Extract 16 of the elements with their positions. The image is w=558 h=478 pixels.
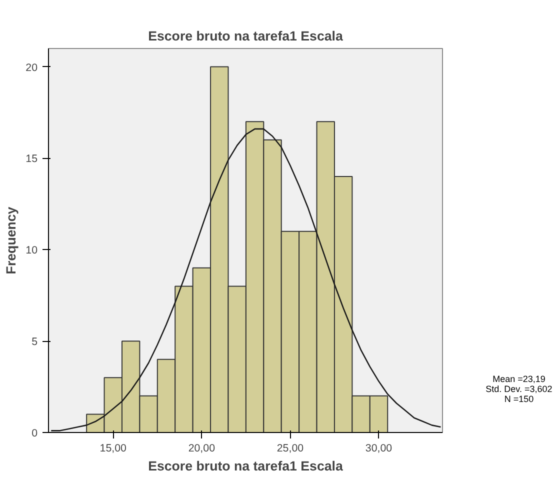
y-axis-title: Frequency xyxy=(4,206,19,274)
text: Std. Dev. =3,602 xyxy=(486,384,552,394)
x-tick-label: 25,00 xyxy=(276,442,304,454)
y-tick-label: 15 xyxy=(26,153,38,166)
text: Mean =23,19 xyxy=(492,374,546,384)
x-tick-label: 15,00 xyxy=(100,442,127,454)
x-tick-label: 20,00 xyxy=(188,442,216,454)
y-tick-label: 0 xyxy=(32,428,38,440)
x-tick-label: 30,00 xyxy=(365,442,392,454)
y-tick-label: 10 xyxy=(26,244,38,257)
text: N =150 xyxy=(504,394,534,404)
chart-title: Escore bruto na tarefa1 Escala xyxy=(148,28,344,44)
line-series xyxy=(50,128,442,432)
x-axis-title: Escore bruto na tarefa1 Escala xyxy=(148,458,344,474)
y-tick-label: 5 xyxy=(32,336,38,348)
y-tick-label: 20 xyxy=(26,62,38,74)
